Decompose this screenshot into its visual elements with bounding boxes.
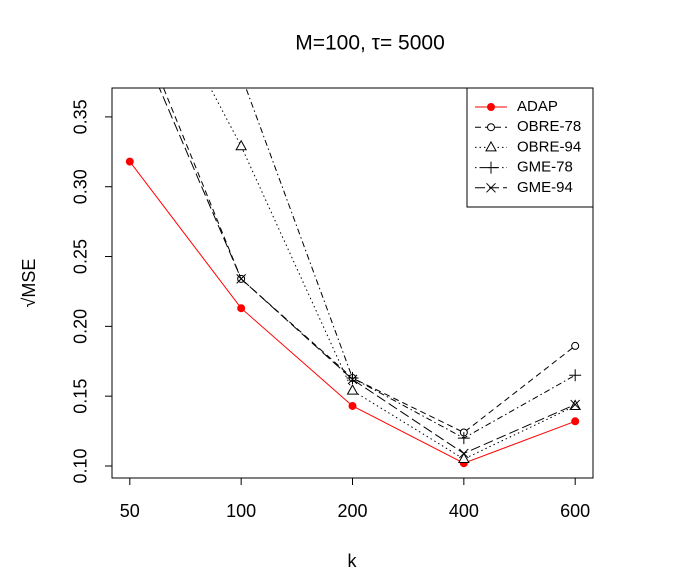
legend-label: GME-94 — [517, 179, 573, 196]
marker — [457, 452, 470, 464]
marker — [486, 182, 496, 193]
marker — [348, 401, 357, 410]
y-tick-label: 0.10 — [71, 448, 91, 483]
legend-label: OBRE-94 — [517, 138, 581, 155]
legend-label: GME-78 — [517, 159, 573, 176]
marker — [346, 372, 359, 385]
legend-label: ADAP — [517, 98, 558, 115]
marker — [236, 274, 247, 284]
x-tick-label: 50 — [120, 501, 140, 521]
x-tick-label: 200 — [337, 501, 367, 521]
x-tick-label: 100 — [226, 501, 256, 521]
y-axis-label: √MSE — [19, 259, 39, 308]
marker — [125, 157, 134, 166]
marker — [570, 399, 581, 410]
marker — [571, 341, 580, 350]
series-line — [158, 88, 576, 454]
marker — [487, 123, 495, 132]
marker — [485, 140, 497, 152]
marker — [235, 139, 248, 151]
x-tick-label: 400 — [449, 501, 479, 521]
marker — [457, 432, 470, 445]
marker — [237, 304, 246, 313]
chart-title: M=100, τ= 5000 — [295, 32, 445, 55]
marker — [347, 374, 358, 385]
x-tick-label: 600 — [560, 501, 590, 521]
plot-area — [125, 88, 582, 468]
y-tick-label: 0.20 — [71, 309, 91, 344]
y-tick-label: 0.35 — [71, 99, 91, 134]
y-tick-label: 0.25 — [71, 239, 91, 274]
legend-label: OBRE-78 — [517, 118, 581, 135]
marker — [569, 369, 582, 382]
y-tick-label: 0.15 — [71, 379, 91, 414]
marker — [571, 417, 580, 426]
marker — [458, 448, 469, 459]
marker — [485, 161, 497, 174]
y-tick-label: 0.30 — [71, 169, 91, 204]
series-line — [245, 88, 576, 439]
x-axis-label: k — [348, 551, 358, 571]
marker — [346, 384, 359, 395]
marker — [487, 103, 495, 111]
